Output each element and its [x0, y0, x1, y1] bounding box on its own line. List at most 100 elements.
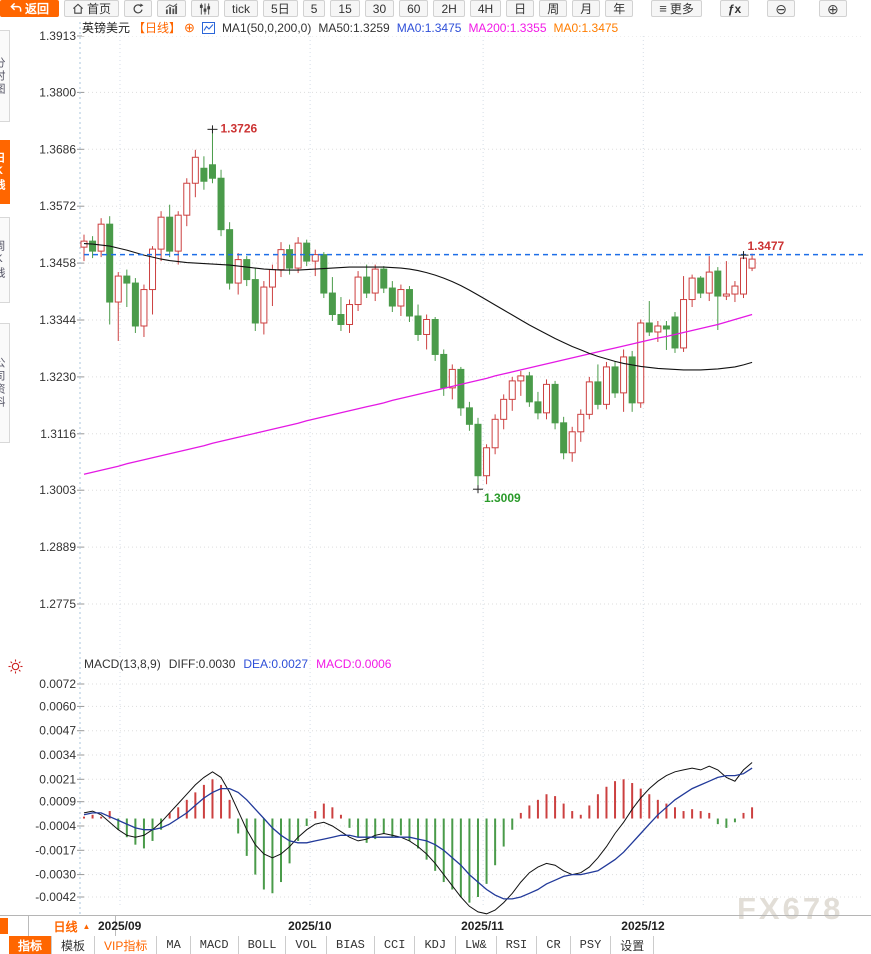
indicator-tab-bar: 指标 模板 VIP指标 MA MACD BOLL VOL BIAS CCI KDJ LW& RSI CR… — [0, 936, 871, 954]
toolbar-period-year-button[interactable]: 年 — [605, 0, 634, 17]
toolbar-period-2h-button[interactable]: 2H — [433, 0, 465, 17]
tab-MACD[interactable]: MACD — [191, 936, 239, 954]
toolbar-zoom-in-button[interactable]: ⊕ — [818, 0, 847, 17]
toolbar-home-button[interactable]: 首页 — [64, 0, 120, 17]
svg-text:-0.0042: -0.0042 — [35, 890, 76, 904]
tab-MA[interactable]: MA — [157, 936, 191, 954]
fx678-watermark: FX678 — [737, 891, 844, 926]
toolbar-period-month-label: 月 — [580, 2, 593, 16]
sidebar-item-3[interactable]: 公司资料 — [0, 323, 10, 443]
period-selector[interactable]: 日线 ▲ — [28, 916, 116, 936]
ma50-line — [83, 243, 753, 371]
svg-text:-0.0030: -0.0030 — [35, 868, 76, 882]
period-tag: 【日线】 — [133, 21, 182, 35]
x-axis-month-label: 2025/11 — [461, 919, 504, 933]
zoom-out-icon: ⊖ — [775, 0, 787, 17]
toolbar-fx-button[interactable]: ƒx — [719, 0, 750, 17]
toolbar-timeline-chart-button[interactable] — [157, 0, 187, 17]
svg-text:1.3686: 1.3686 — [39, 142, 76, 156]
svg-text:1.3800: 1.3800 — [39, 85, 76, 99]
macd-header: MACD(13,8,9) DIFF:0.0030 DEA:0.0027 MACD… — [84, 657, 391, 672]
tab-CCI[interactable]: CCI — [375, 936, 416, 954]
sidebar-item-2[interactable]: 周K线 — [0, 217, 10, 303]
candlestick-series — [80, 129, 756, 488]
toolbar-period-day-label: 日 — [514, 2, 527, 16]
tab-VIP指标[interactable]: VIP指标 — [95, 936, 158, 954]
macd-macd-value: MACD:0.0006 — [316, 657, 392, 671]
macd-diff-line — [83, 762, 753, 915]
x-axis-strip: 日线 ▲ 2025/09 2025/10 2025/11 2025/12 — [0, 915, 871, 937]
tab-VOL[interactable]: VOL — [286, 936, 328, 954]
ma0-value-orange: MA0:1.3475 — [553, 20, 619, 35]
toolbar-period-month-button[interactable]: 月 — [572, 0, 601, 17]
toolbar-tick-label: tick — [232, 1, 251, 16]
sidebar-item-1[interactable]: 日K线 — [0, 140, 10, 204]
toolbar-period-60-button[interactable]: 60 — [399, 0, 429, 17]
toolbar-period-5-label: 5 — [310, 1, 318, 16]
chart-type-icon[interactable] — [201, 21, 215, 34]
tab-LW&[interactable]: LW& — [456, 936, 497, 954]
toolbar-period-5d-label: 5日 — [271, 2, 290, 16]
toolbar-period-60-label: 60 — [407, 1, 421, 16]
tab-BIAS[interactable]: BIAS — [327, 936, 375, 954]
tab-设置[interactable]: 设置 — [611, 936, 655, 954]
toolbar-period-5-button[interactable]: 5 — [302, 0, 326, 17]
toolbar-period-4h-label: 4H — [477, 1, 494, 16]
refresh-icon — [132, 3, 144, 15]
toolbar-more-button[interactable]: ≡ 更多 — [651, 0, 702, 17]
x-axis-month-label: 2025/10 — [288, 919, 332, 933]
svg-text:0.0060: 0.0060 — [39, 699, 76, 713]
toolbar-period-2h-label: 2H — [441, 1, 457, 16]
tab-PSY[interactable]: PSY — [571, 936, 612, 954]
toolbar-period-30-button[interactable]: 30 — [364, 0, 395, 17]
toolbar-period-week-label: 周 — [547, 2, 560, 16]
axis-tick-labels: 1.3913 1.3800 1.3686 1.3572 1.3458 1.3344 1.32… — [35, 29, 76, 904]
add-symbol-icon[interactable]: ⊕ — [184, 20, 195, 35]
back-arrow-icon — [10, 2, 22, 16]
toolbar-refresh-button[interactable] — [124, 0, 153, 17]
back-button[interactable]: 返回 — [0, 0, 60, 17]
toolbar-period-day-button[interactable]: 日 — [506, 0, 535, 17]
svg-text:0.0072: 0.0072 — [39, 677, 76, 691]
svg-text:0.0047: 0.0047 — [39, 724, 76, 738]
svg-text:-0.0017: -0.0017 — [35, 843, 76, 857]
svg-text:1.3458: 1.3458 — [39, 256, 76, 270]
svg-text:0.0009: 0.0009 — [39, 795, 76, 809]
toolbar-tick-button[interactable]: tick — [224, 0, 259, 17]
more-icon: ≡ — [659, 1, 667, 16]
svg-text:1.3003: 1.3003 — [39, 483, 76, 497]
tab-CR[interactable]: CR — [537, 936, 571, 954]
toolbar-period-30-label: 30 — [372, 1, 387, 16]
svg-text:1.3116: 1.3116 — [40, 427, 76, 441]
toolbar-zoom-out-button[interactable]: ⊖ — [767, 0, 795, 17]
chart-title-row: 英镑美元 【日线】 ⊕ MA1(50,0,200,0) MA50:1.3259 … — [82, 19, 871, 36]
toolbar-period-15-button[interactable]: 15 — [330, 0, 360, 17]
indicator-settings-icon[interactable] — [8, 659, 23, 679]
ma-settings-label: MA1(50,0,200,0) — [221, 20, 312, 35]
tab-BOLL[interactable]: BOLL — [239, 936, 287, 954]
toolbar-period-4h-button[interactable]: 4H — [469, 0, 502, 17]
macd-diff-value: DIFF:0.0030 — [168, 657, 236, 671]
tab-KDJ[interactable]: KDJ — [415, 936, 457, 954]
ma200-line — [83, 313, 753, 475]
macd-params: MACD(13,8,9) — [84, 657, 161, 671]
svg-text:0.0034: 0.0034 — [39, 748, 76, 762]
high-price-label: 1.3726 — [220, 121, 257, 135]
toolbar-period-5d-button[interactable]: 5日 — [263, 0, 298, 17]
sidebar-bottom-accent — [0, 918, 8, 934]
tab-RSI[interactable]: RSI — [497, 936, 538, 954]
svg-text:1.3572: 1.3572 — [39, 199, 76, 213]
symbol-name: 英镑美元 — [82, 21, 131, 35]
macd-dea-line — [83, 767, 753, 900]
svg-text:1.3344: 1.3344 — [39, 313, 76, 327]
toolbar-period-year-label: 年 — [613, 2, 626, 16]
toolbar-period-week-button[interactable]: 周 — [539, 0, 568, 17]
top-toolbar: 返回 首页 tick 5日 5 15 30 60 2H 4H 日 周 月 年 ≡ 更多 ƒx ⊖ ⊕ — [0, 0, 871, 19]
tab-模板[interactable]: 模板 — [52, 936, 96, 954]
toolbar-candle-sliders-button[interactable] — [191, 0, 220, 17]
sidebar-item-0[interactable]: 分时图 — [0, 30, 10, 122]
svg-text:1.3913: 1.3913 — [39, 29, 76, 43]
tab-指标[interactable]: 指标 — [9, 936, 53, 954]
